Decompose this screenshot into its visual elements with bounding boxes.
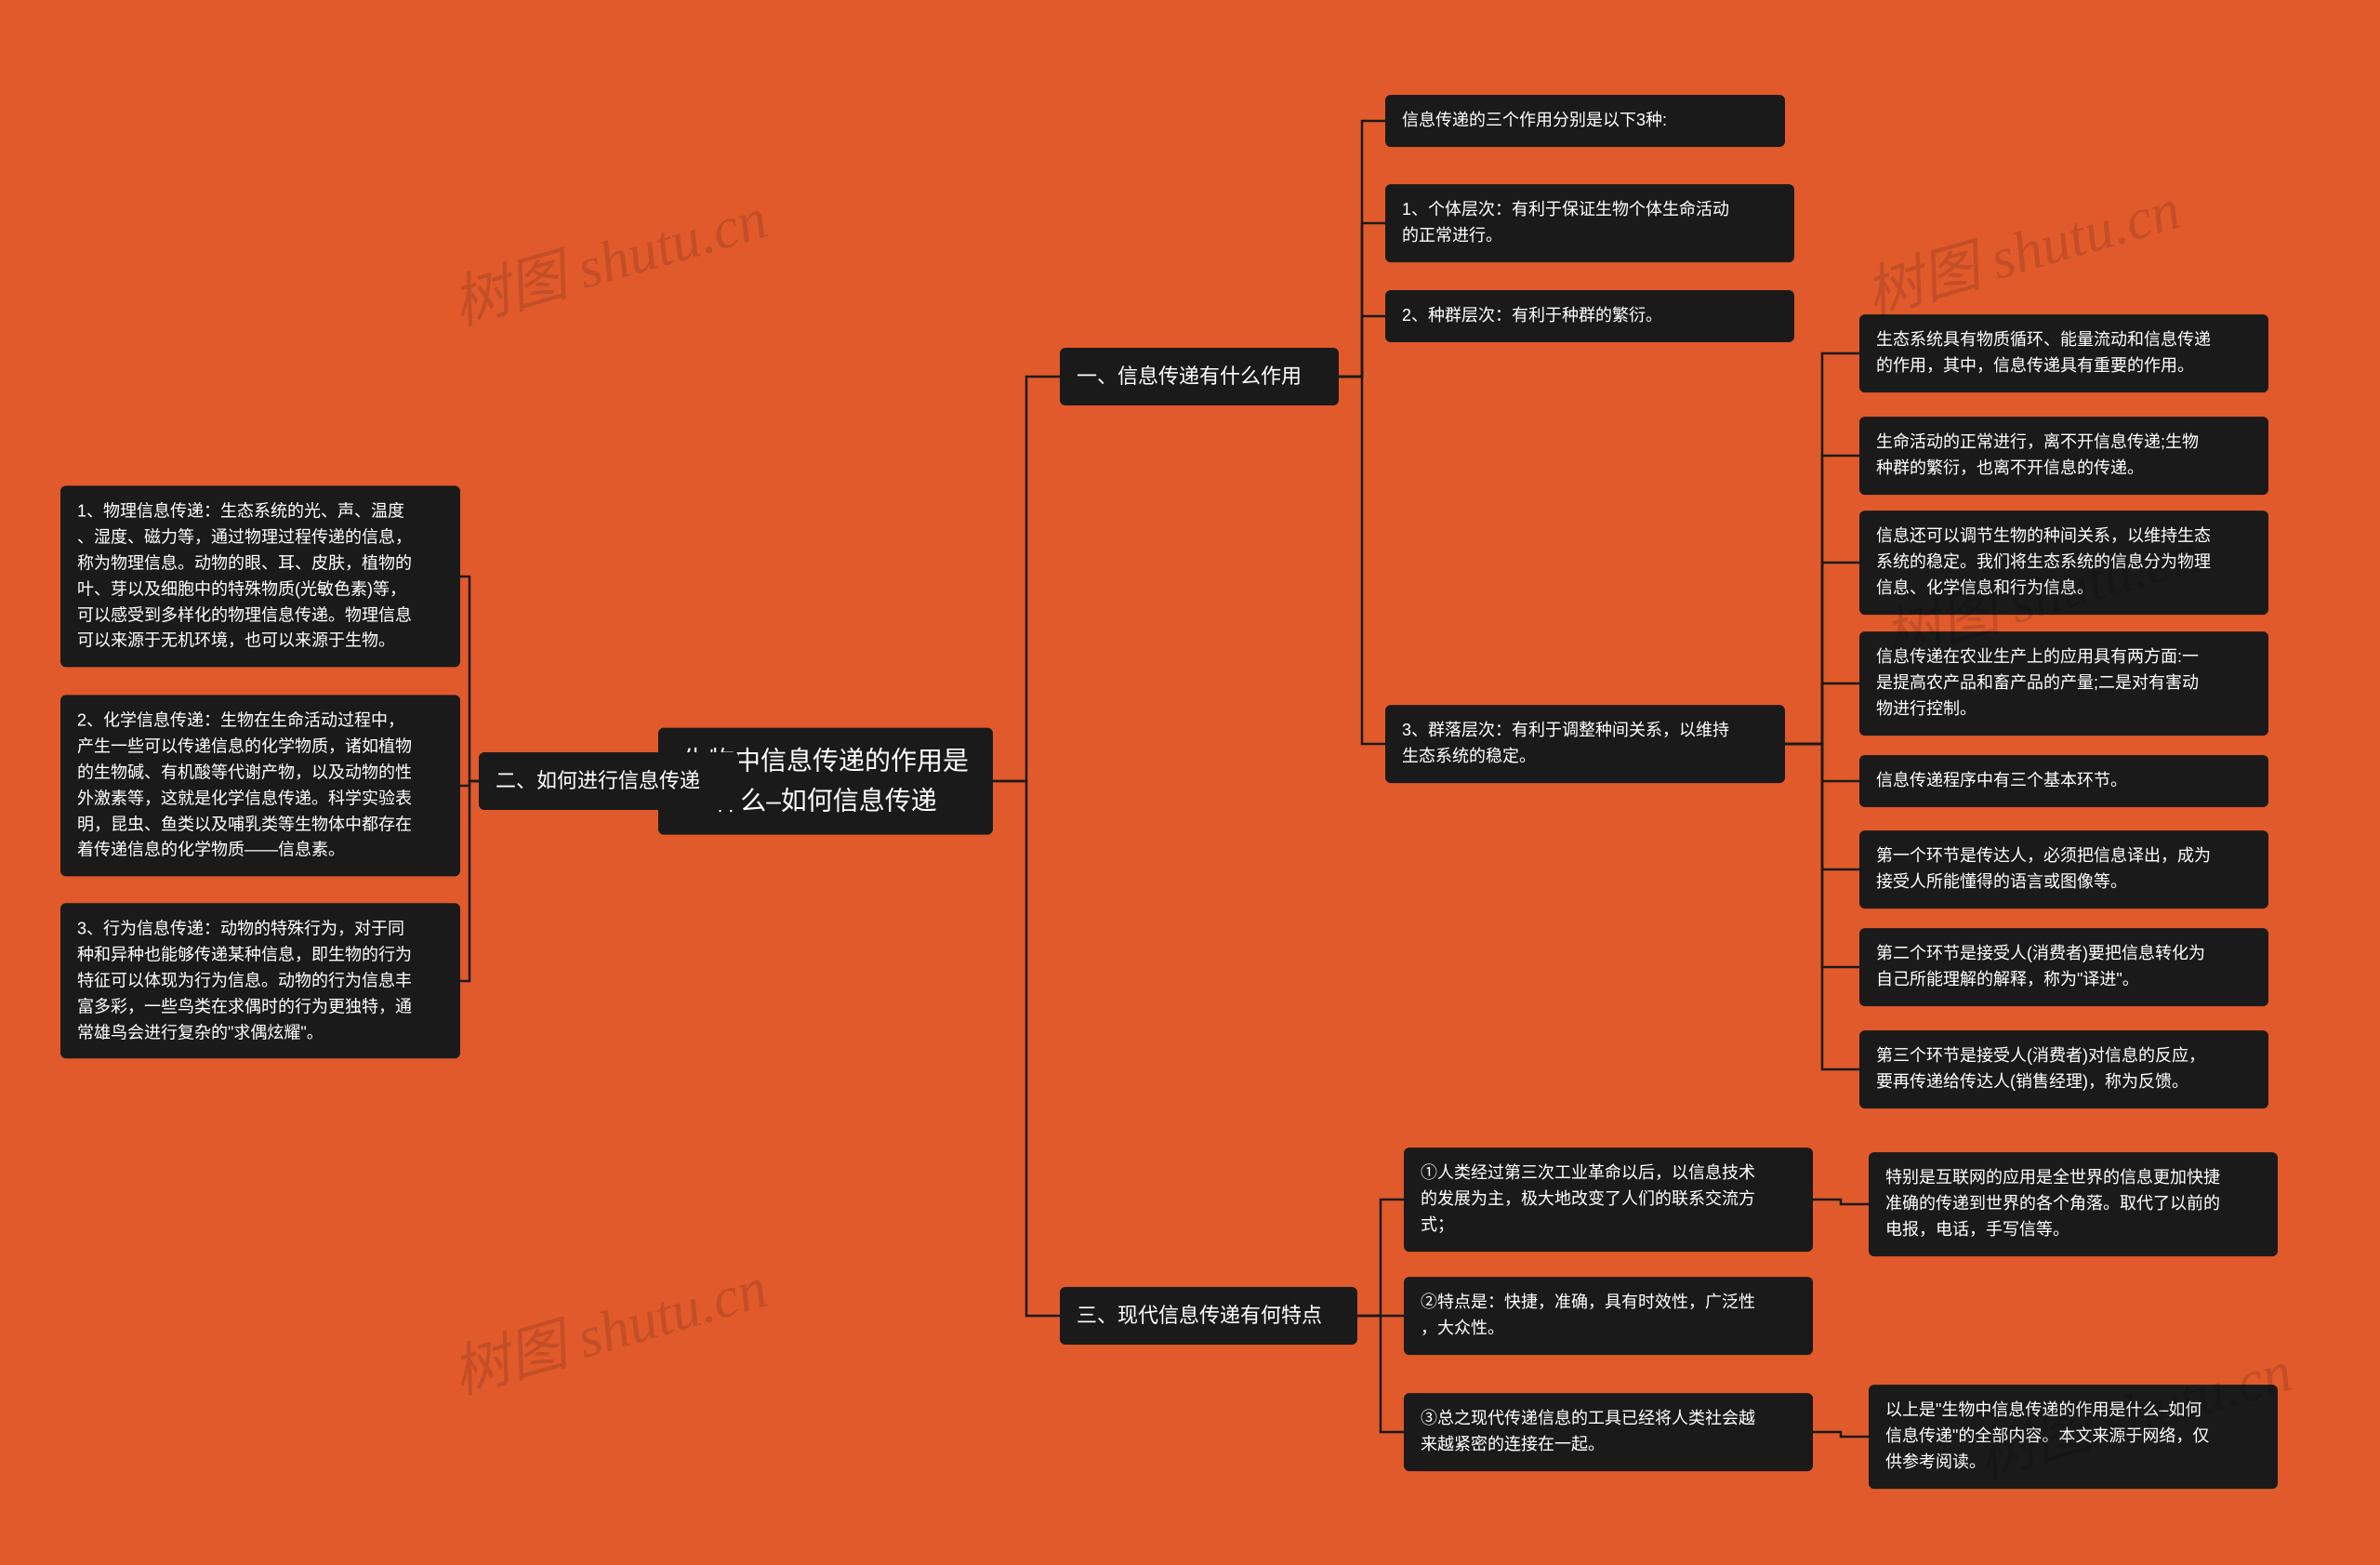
leaf-node-b3l3: ③总之现代传递信息的工具已经将人类社会越 来越紧密的连接在一起。 xyxy=(1404,1393,1813,1471)
leaf-node-b2l1: 1、物理信息传递：生态系统的光、声、温度 、湿度、磁力等，通过物理过程传递的信息… xyxy=(60,485,460,667)
leaf-node-b1l1: 信息传递的三个作用分别是以下3种: xyxy=(1385,95,1785,147)
leaf-node-b1l4b: 生命活动的正常进行，离不开信息传递;生物 种群的繁衍，也离不开信息的传递。 xyxy=(1859,417,2268,495)
leaf-node-b2l2: 2、化学信息传递：生物在生命活动过程中， 产生一些可以传递信息的化学物质，诸如植… xyxy=(60,695,460,876)
branch-node-b3: 三、现代信息传递有何特点 xyxy=(1060,1287,1357,1345)
leaf-node-b3l2: ②特点是：快捷，准确，具有时效性，广泛性 ，大众性。 xyxy=(1404,1277,1813,1355)
leaf-node-b3l1a: 特别是互联网的应用是全世界的信息更加快捷 准确的传递到世界的各个角落。取代了以前… xyxy=(1869,1152,2278,1256)
leaf-node-b3l3a: 以上是"生物中信息传递的作用是什么–如何 信息传递"的全部内容。本文来源于网络，… xyxy=(1869,1385,2278,1489)
leaf-node-b3l1: ①人类经过第三次工业革命以后，以信息技术 的发展为主，极大地改变了人们的联系交流… xyxy=(1404,1147,1813,1252)
leaf-node-b1l4d: 信息传递在农业生产上的应用具有两方面:一 是提高农产品和畜产品的产量;二是对有害… xyxy=(1859,631,2268,736)
leaf-node-b1l4g: 第二个环节是接受人(消费者)要把信息转化为 自己所能理解的解释，称为"译进"。 xyxy=(1859,928,2268,1006)
mindmap-canvas: 生物中信息传递的作用是 什么–如何信息传递一、信息传递有什么作用信息传递的三个作… xyxy=(0,0,2380,1565)
leaf-node-b1l4c: 信息还可以调节生物的种间关系，以维持生态 系统的稳定。我们将生态系统的信息分为物… xyxy=(1859,511,2268,615)
leaf-node-b1l4: 3、群落层次：有利于调整种间关系，以维持 生态系统的稳定。 xyxy=(1385,705,1785,783)
leaf-node-b1l4h: 第三个环节是接受人(消费者)对信息的反应， 要再传递给传达人(销售经理)，称为反… xyxy=(1859,1030,2268,1108)
branch-node-b2: 二、如何进行信息传递 xyxy=(479,752,739,810)
leaf-node-b1l2: 1、个体层次：有利于保证生物个体生命活动 的正常进行。 xyxy=(1385,184,1794,262)
leaf-node-b1l4a: 生态系统具有物质循环、能量流动和信息传递 的作用，其中，信息传递具有重要的作用。 xyxy=(1859,314,2268,392)
leaf-node-b1l4f: 第一个环节是传达人，必须把信息译出，成为 接受人所能懂得的语言或图像等。 xyxy=(1859,830,2268,908)
leaf-node-b1l3: 2、种群层次：有利于种群的繁衍。 xyxy=(1385,290,1794,342)
branch-node-b1: 一、信息传递有什么作用 xyxy=(1060,348,1339,405)
leaf-node-b2l3: 3、行为信息传递：动物的特殊行为，对于同 种和异种也能够传递某种信息，即生物的行… xyxy=(60,903,460,1058)
leaf-node-b1l4e: 信息传递程序中有三个基本环节。 xyxy=(1859,755,2268,807)
watermark: 树图 shutu.cn xyxy=(441,1240,774,1410)
watermark: 树图 shutu.cn xyxy=(441,171,774,340)
watermark: 树图 shutu.cn xyxy=(1854,162,2188,331)
